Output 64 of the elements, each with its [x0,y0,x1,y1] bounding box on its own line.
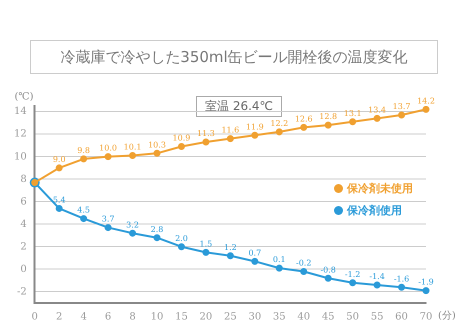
data-label: 3.7 [102,214,114,224]
y-tick-label: 12 [14,128,27,140]
y-tick-label: 0 [20,264,27,275]
data-label: 10.0 [99,144,117,153]
data-label: 11.3 [197,129,215,138]
x-tick-label: 30 [248,312,262,323]
data-label: 0.1 [272,255,286,264]
y-tick-label: 2 [20,241,27,252]
y-tick-label: 4 [20,218,27,230]
data-label: 0.7 [248,248,262,258]
data-label: 10.3 [148,140,166,150]
data-label: 5.4 [52,196,66,205]
x-tick-label: 50 [346,312,360,323]
data-label: 10.1 [124,142,142,152]
data-label: 12.2 [270,118,288,128]
data-label: 1.2 [224,242,237,252]
data-label: -1.4 [369,272,385,282]
data-label: -1.9 [418,278,434,287]
x-tick-label: 2 [56,312,62,323]
annotation: 室温 26.4℃ [196,96,282,117]
x-tick-label: 40 [297,312,310,323]
x-tick-label: 6 [104,312,112,323]
data-label: 11.6 [221,126,240,135]
data-label: 9.0 [52,154,66,164]
x-axis-title: (分) [438,310,456,322]
data-label: 2.8 [150,224,164,234]
y-tick-label: -2 [16,286,27,298]
data-label: 14.2 [417,96,435,106]
x-tick-label: 15 [175,312,188,323]
data-label: -1.6 [394,274,410,284]
data-label: -1.2 [344,270,360,279]
y-tick-label: 8 [20,174,27,185]
x-tick-label: 10 [150,312,164,323]
x-tick-label: 35 [272,312,286,323]
data-label: -0.2 [296,258,312,268]
data-label: 13.1 [344,108,362,118]
chart-title: 冷蔵庫で冷やした350ml缶ビール開栓後の温度変化 [30,40,438,74]
data-label: 13.7 [392,102,410,112]
data-label: 12.6 [294,114,313,124]
x-tick-label: 70 [420,312,432,323]
y-axis-title: (℃) [14,92,34,103]
data-label: 2.0 [175,234,188,243]
x-tick-label: 45 [322,312,335,323]
data-label: 10.9 [172,134,190,143]
x-tick-label: 20 [200,312,212,323]
y-tick-label: 10 [14,151,27,162]
data-label: 11.9 [246,122,264,132]
data-label: 4.5 [77,206,90,215]
y-tick-label: 6 [20,196,27,208]
data-label: -0.8 [320,265,336,274]
x-tick-label: 25 [224,312,237,323]
data-label: 12.8 [319,112,338,122]
data-label: 9.8 [77,146,90,155]
data-label: 1.5 [200,239,212,248]
x-tick-label: 60 [395,312,408,323]
legend-label: 保冷剤未使用 [346,181,413,197]
legend-label: 保冷剤使用 [346,203,403,219]
data-label: 13.4 [368,105,386,114]
x-tick-label: 4 [80,312,87,323]
x-tick-label: 55 [370,312,384,323]
y-tick-label: 14 [14,106,27,118]
data-label: 3.2 [126,220,139,230]
x-tick-label: 8 [129,312,136,323]
x-tick-label: 0 [32,312,38,323]
